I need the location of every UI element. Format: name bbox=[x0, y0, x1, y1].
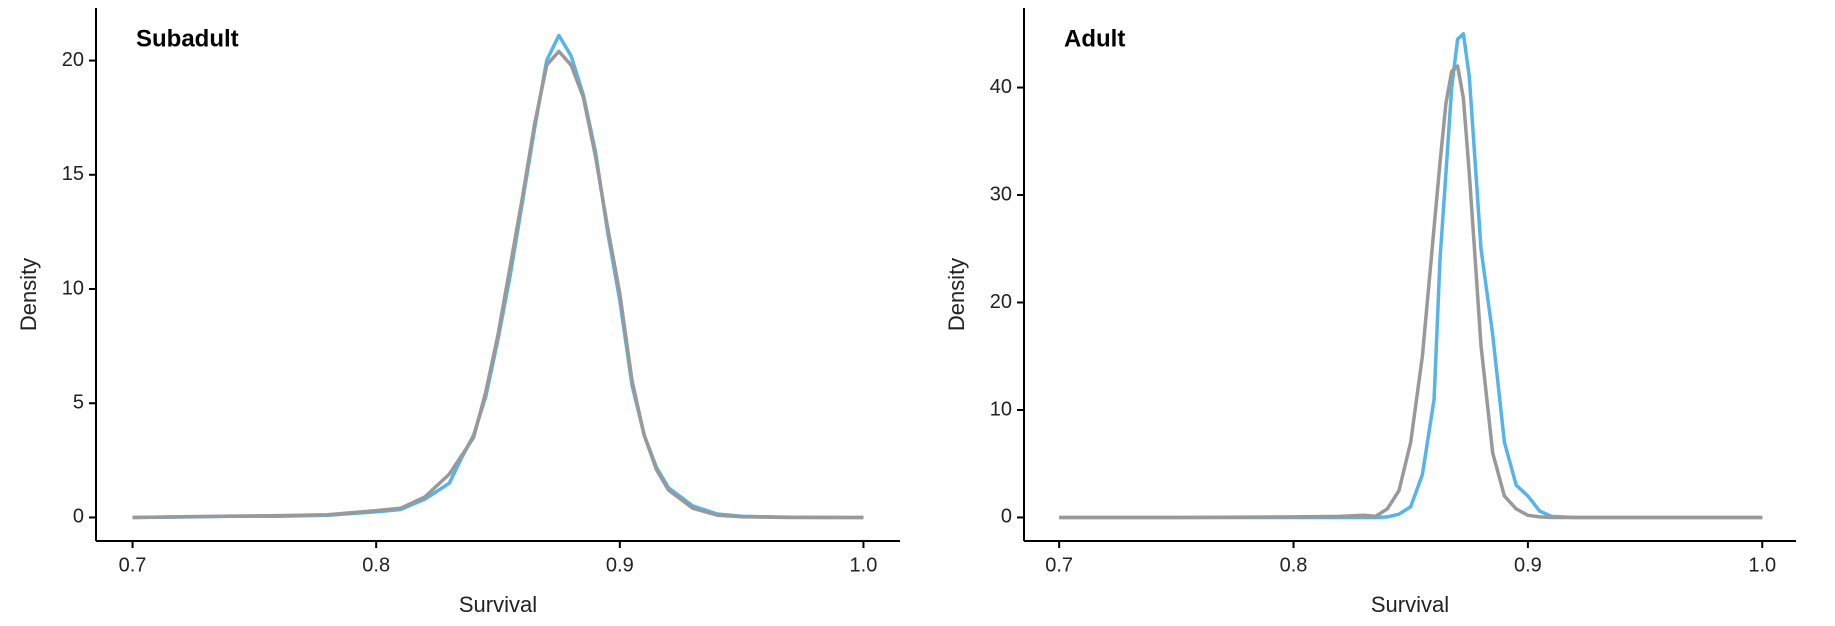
density-line bbox=[1059, 64, 1763, 520]
x-tick-label: 0.8 bbox=[362, 554, 390, 576]
panel-title: Adult bbox=[1064, 25, 1125, 52]
y-axis-label: Density bbox=[16, 258, 41, 331]
y-tick-label: 0 bbox=[73, 506, 84, 528]
x-tick-label: 0.9 bbox=[606, 554, 634, 576]
y-tick-label: 10 bbox=[62, 277, 84, 299]
x-axis-label: Survival bbox=[459, 592, 537, 617]
panel-title: Subadult bbox=[136, 25, 239, 52]
y-axis-label: Density bbox=[944, 258, 969, 331]
y-tick-label: 15 bbox=[62, 163, 84, 185]
y-tick-label: 20 bbox=[62, 49, 84, 71]
y-tick-label: 0 bbox=[1001, 506, 1012, 528]
y-tick-label: 10 bbox=[990, 398, 1012, 420]
x-axis-label: Survival bbox=[1371, 592, 1449, 617]
x-tick-label: 0.9 bbox=[1514, 554, 1542, 576]
x-tick-label: 0.7 bbox=[1045, 554, 1073, 576]
y-tick-label: 40 bbox=[990, 76, 1012, 98]
y-tick-label: 30 bbox=[990, 183, 1012, 205]
density-line bbox=[132, 49, 864, 520]
x-tick-label: 0.8 bbox=[1280, 554, 1308, 576]
x-tick-label: 0.7 bbox=[119, 554, 147, 576]
x-tick-label: 1.0 bbox=[1748, 554, 1776, 576]
x-tick-label: 1.0 bbox=[850, 554, 878, 576]
y-tick-label: 20 bbox=[990, 291, 1012, 313]
density-line bbox=[132, 33, 864, 520]
y-tick-label: 5 bbox=[73, 392, 84, 414]
